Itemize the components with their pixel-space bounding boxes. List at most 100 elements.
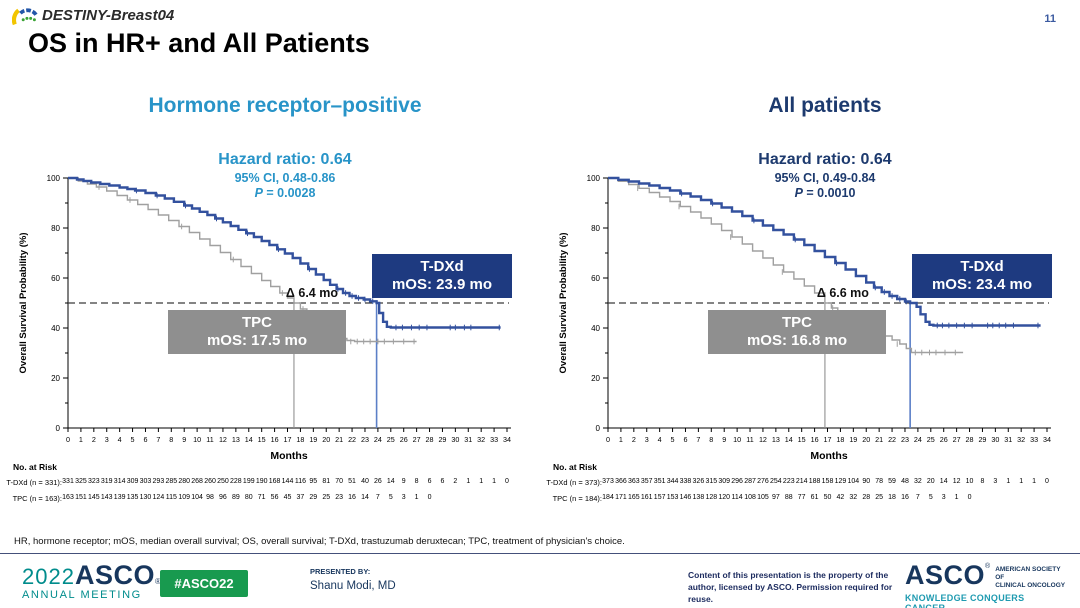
tdxd-label-box-title: T-DXd xyxy=(420,258,463,275)
risk-count: 120 xyxy=(718,494,731,501)
x-axis-tick-label: 3 xyxy=(105,435,109,444)
y-axis-tick-label: 80 xyxy=(591,224,600,233)
risk-row-label: T-DXd (n = 331): xyxy=(6,478,62,487)
x-axis-tick-label: 11 xyxy=(746,435,753,444)
risk-count: 6 xyxy=(427,478,432,485)
hazard-ratio-text: Hazard ratio: 0.64 xyxy=(218,151,352,168)
risk-table-all-patients: No. at Risk T-DXd (n = 373): 373 366 363 357… xyxy=(540,460,1080,520)
risk-count: 130 xyxy=(139,494,152,501)
chart-column-hr-positive: Hormone receptor–positive Hazard ratio: … xyxy=(6,94,512,503)
risk-count: 23 xyxy=(335,494,344,501)
asco-society-logo: ASCO ® AMERICAN SOCIETY OF CLINICAL ONCO… xyxy=(905,562,1067,608)
page-number: 11 xyxy=(1044,13,1056,25)
risk-count: 7 xyxy=(375,494,380,501)
risk-count: 366 xyxy=(615,478,627,485)
risk-count: 109 xyxy=(178,494,191,501)
hashtag-badge: #ASCO22 xyxy=(160,570,248,597)
risk-count: 165 xyxy=(627,494,640,501)
x-axis-tick-label: 16 xyxy=(271,435,279,444)
tdxd-label-box-title: T-DXd xyxy=(960,258,1003,275)
disclaimer-line-1: Content of this presentation is the prop… xyxy=(688,570,889,580)
risk-count: 10 xyxy=(965,478,974,485)
risk-count: 315 xyxy=(705,478,718,485)
risk-count: 95 xyxy=(309,478,318,485)
risk-count: 16 xyxy=(901,494,909,501)
risk-count: 50 xyxy=(823,494,832,501)
risk-count: 223 xyxy=(782,478,795,485)
x-axis-tick-label: 12 xyxy=(759,435,767,444)
meeting-subtitle: ANNUAL MEETING xyxy=(22,589,142,601)
x-axis-tick-label: 2 xyxy=(632,435,636,444)
x-axis-tick-label: 31 xyxy=(464,435,472,444)
risk-count: 9 xyxy=(401,478,406,485)
risk-count: 108 xyxy=(744,494,756,501)
x-axis-tick-label: 15 xyxy=(258,435,266,444)
risk-count: 105 xyxy=(757,494,769,501)
risk-count: 70 xyxy=(335,478,344,485)
risk-count: 157 xyxy=(653,494,666,501)
hazard-ratio-text: Hazard ratio: 0.64 xyxy=(758,151,892,168)
x-axis-tick-label: 13 xyxy=(772,435,780,444)
p-value: = 0.0028 xyxy=(262,186,316,200)
risk-count: 0 xyxy=(967,494,972,501)
x-axis-tick-label: 33 xyxy=(490,435,498,444)
y-axis-title: Overall Survival Probability (%) xyxy=(18,233,29,374)
risk-count: 357 xyxy=(640,478,653,485)
x-axis-tick-label: 24 xyxy=(374,435,382,444)
abbreviations-footnote: HR, hormone receptor; mOS, median overal… xyxy=(14,536,625,547)
risk-count: 81 xyxy=(322,478,331,485)
risk-count: 254 xyxy=(770,478,782,485)
y-axis-tick-label: 80 xyxy=(51,224,60,233)
x-axis-tick-label: 16 xyxy=(811,435,819,444)
risk-count: 32 xyxy=(849,494,858,501)
risk-count: 14 xyxy=(939,478,948,485)
risk-count: 48 xyxy=(901,478,909,485)
risk-count: 0 xyxy=(1045,478,1049,485)
risk-count: 199 xyxy=(242,478,255,485)
risk-count: 29 xyxy=(309,494,318,501)
risk-count: 114 xyxy=(731,494,743,501)
risk-count: 228 xyxy=(230,478,242,485)
risk-count: 171 xyxy=(615,494,627,501)
risk-count: 331 xyxy=(62,478,74,485)
risk-count: 5 xyxy=(928,494,933,501)
risk-count: 8 xyxy=(980,478,985,485)
risk-count: 309 xyxy=(718,478,731,485)
risk-count: 184 xyxy=(602,494,614,501)
risk-count: 3 xyxy=(941,494,946,501)
y-axis-tick-label: 100 xyxy=(587,174,601,183)
risk-count: 151 xyxy=(75,494,87,501)
x-axis-tick-label: 7 xyxy=(696,435,700,444)
x-axis-tick-label: 9 xyxy=(722,435,726,444)
risk-count: 115 xyxy=(165,494,177,501)
risk-count: 0 xyxy=(505,478,509,485)
x-axis-tick-label: 4 xyxy=(658,435,662,444)
x-axis-tick-label: 34 xyxy=(1043,435,1051,444)
risk-count: 2 xyxy=(453,478,458,485)
risk-count: 280 xyxy=(178,478,191,485)
presenter-block: PRESENTED BY: Shanu Modi, MD xyxy=(310,567,396,592)
x-axis-tick-label: 21 xyxy=(875,435,883,444)
risk-count: 104 xyxy=(847,478,860,485)
risk-count: 163 xyxy=(62,494,74,501)
tpc-label-box xyxy=(708,310,886,354)
risk-count: 88 xyxy=(784,494,793,501)
x-axis-tick-label: 17 xyxy=(824,435,832,444)
tdxd-label-box-subtitle: mOS: 23.9 mo xyxy=(392,276,492,293)
risk-count: 12 xyxy=(952,478,961,485)
tdxd-label-box xyxy=(372,254,512,298)
x-axis-tick-label: 9 xyxy=(182,435,186,444)
asco-society-name-line1: AMERICAN SOCIETY OF xyxy=(995,566,1061,582)
x-axis-tick-label: 19 xyxy=(849,435,857,444)
risk-count: 61 xyxy=(810,494,819,501)
risk-count: 25 xyxy=(322,494,331,501)
risk-count: 319 xyxy=(100,478,113,485)
meeting-year: 2022 xyxy=(22,564,75,589)
y-axis-tick-label: 20 xyxy=(591,374,600,383)
risk-count: 45 xyxy=(283,494,292,501)
x-axis-tick-label: 26 xyxy=(400,435,408,444)
risk-count: 5 xyxy=(388,494,393,501)
x-axis-tick-label: 10 xyxy=(193,435,201,444)
x-axis-tick-label: 11 xyxy=(206,435,213,444)
y-axis-tick-label: 40 xyxy=(51,324,60,333)
